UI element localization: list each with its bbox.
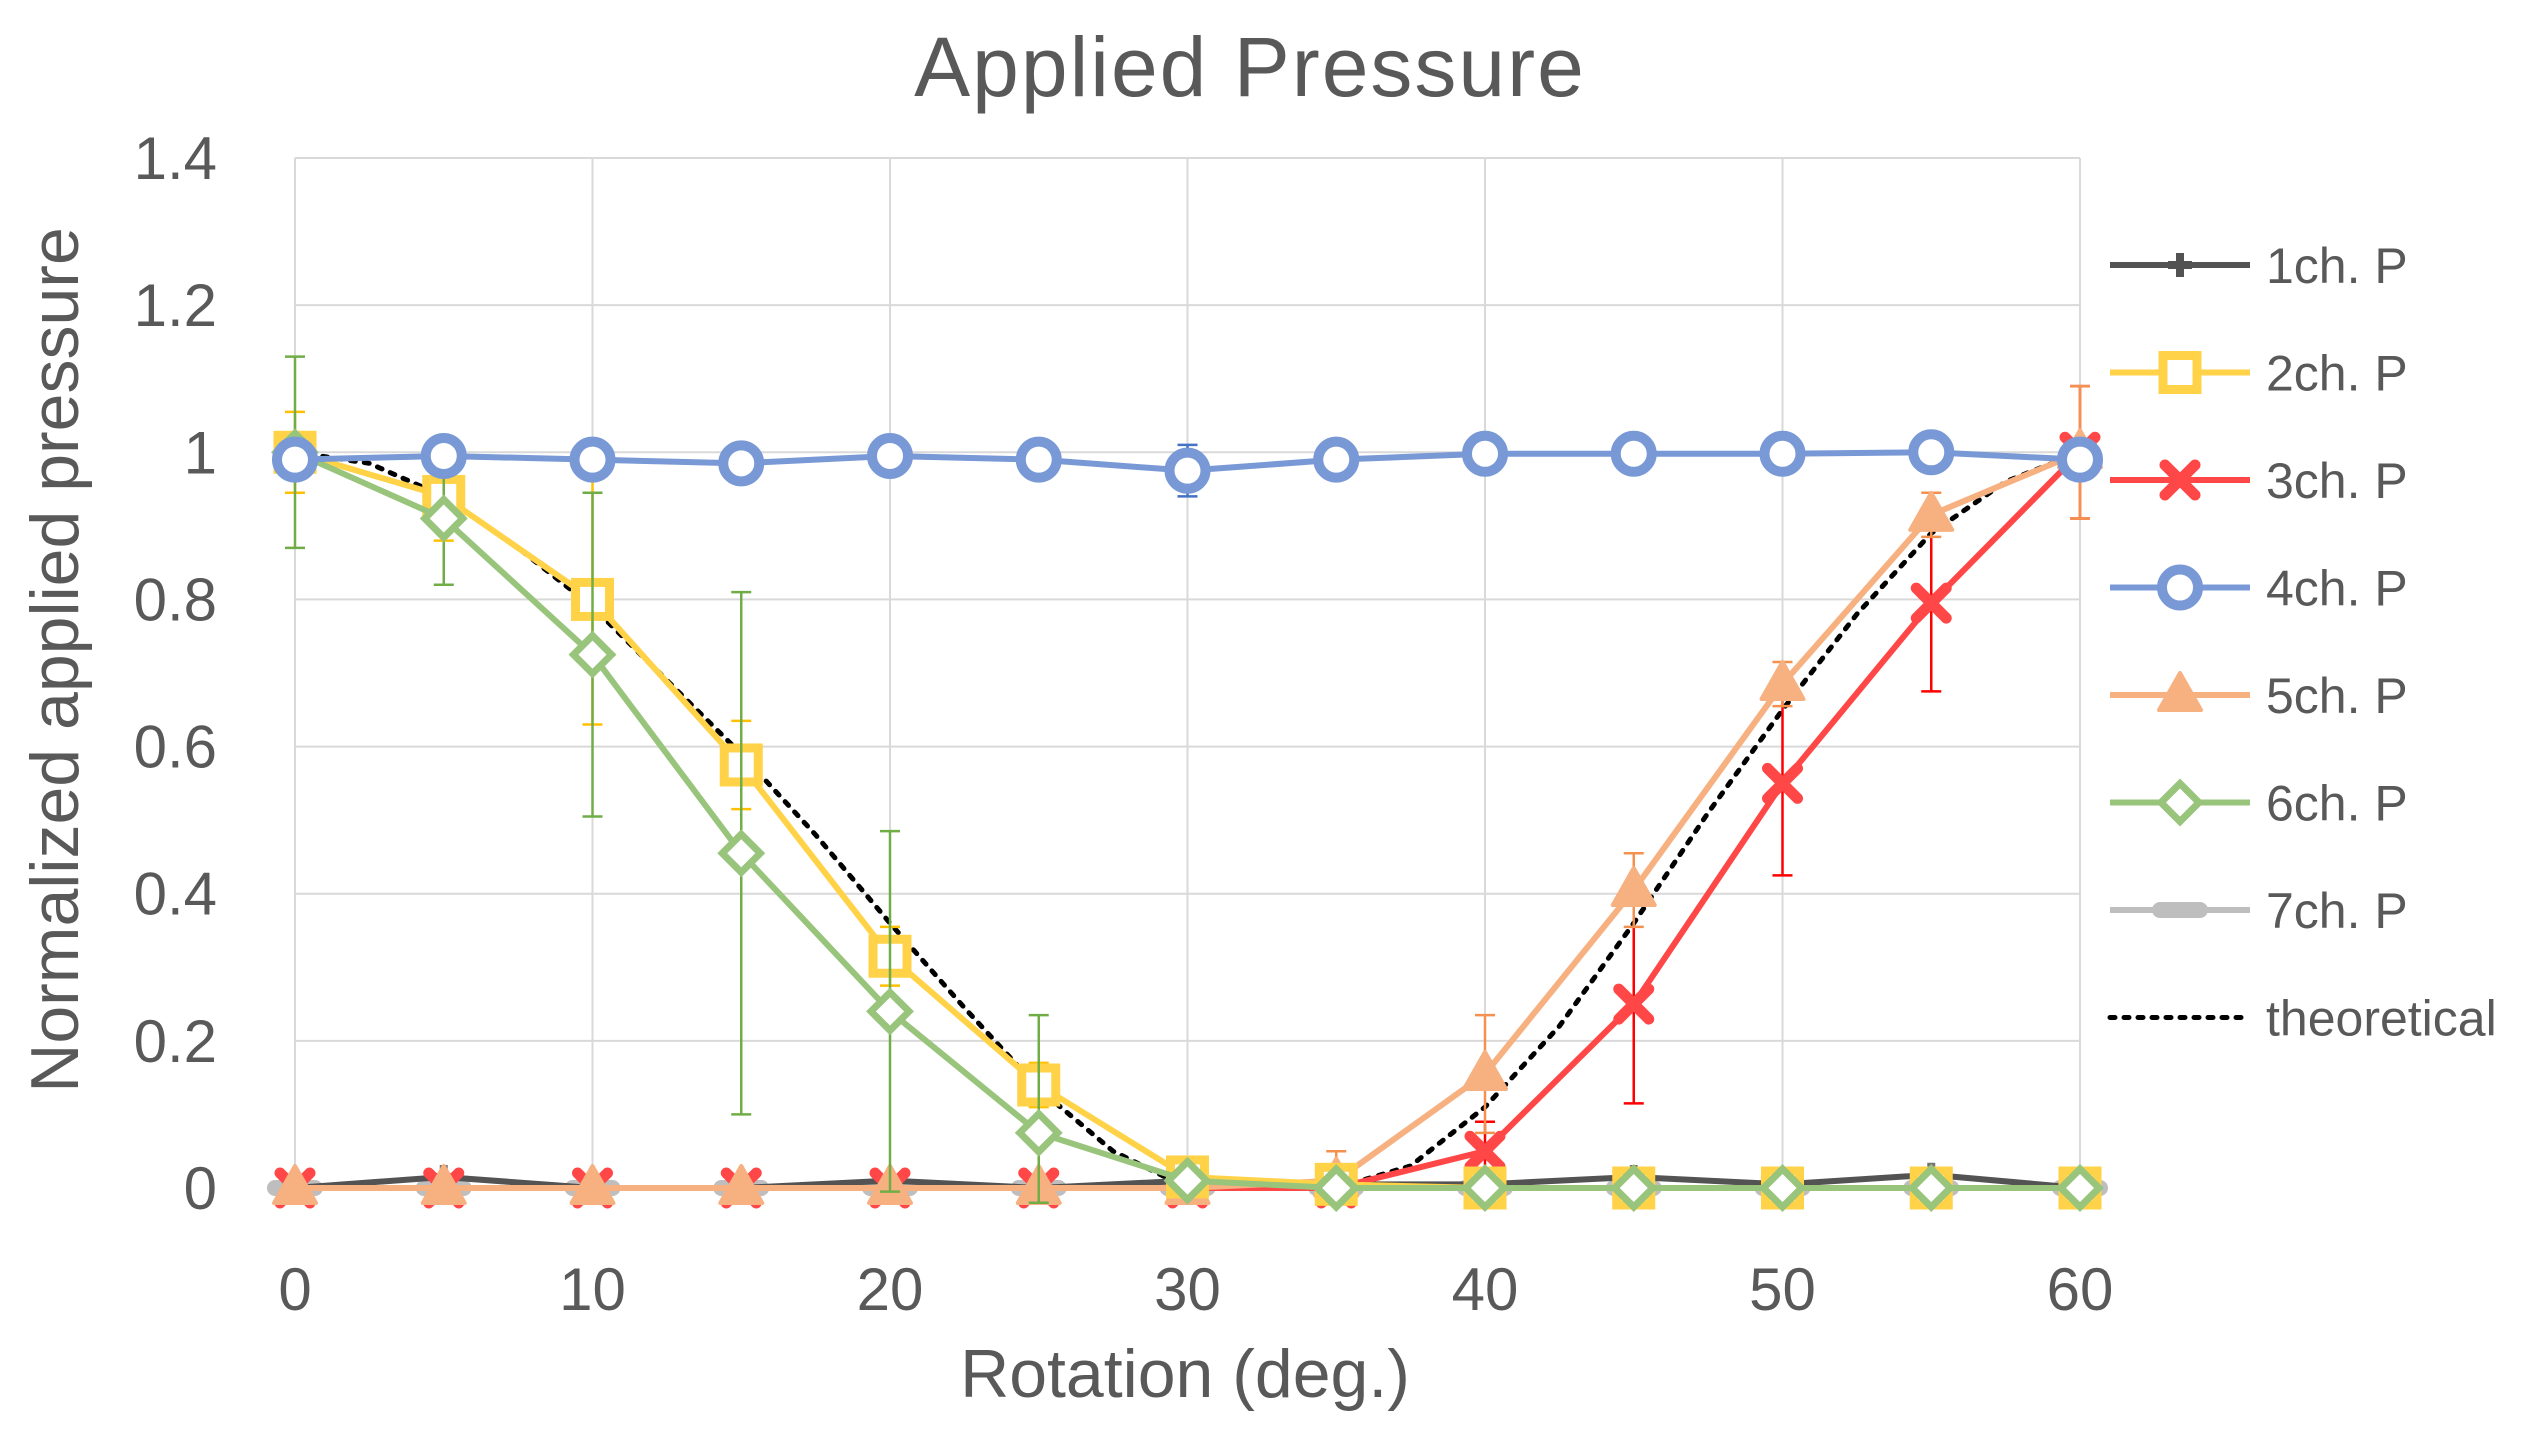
data-point-4ch-p bbox=[1015, 436, 1062, 483]
data-point-6ch-p bbox=[866, 987, 914, 1036]
legend-label-theoretical: theoretical bbox=[2266, 991, 2497, 1047]
data-point-5ch-p bbox=[1462, 1049, 1508, 1091]
legend-label-6ch-p: 6ch. P bbox=[2266, 776, 2408, 832]
data-series bbox=[267, 355, 2108, 1212]
data-point-4ch-p bbox=[1313, 436, 1360, 483]
data-point-6ch-p bbox=[1758, 1164, 1807, 1212]
data-point-4ch-p bbox=[1164, 447, 1211, 494]
data-point-4ch-p bbox=[1610, 430, 1657, 477]
legend-entry-4ch-p: 4ch. P bbox=[2110, 561, 2408, 617]
legend-entry-2ch-p: 2ch. P bbox=[2110, 346, 2408, 402]
data-point-6ch-p bbox=[1907, 1164, 1956, 1212]
x-tick-label: 20 bbox=[857, 1256, 924, 1323]
data-point-4ch-p bbox=[569, 436, 616, 483]
data-point-4ch-p bbox=[867, 432, 913, 479]
data-point-5ch-p bbox=[1759, 660, 1806, 702]
legend-label-2ch-p: 2ch. P bbox=[2266, 346, 2408, 402]
legend-entry-3ch-p: 3ch. P bbox=[2110, 453, 2408, 509]
legend-label-5ch-p: 5ch. P bbox=[2266, 668, 2408, 724]
y-tick-label: 1 bbox=[184, 419, 217, 486]
legend-label-3ch-p: 3ch. P bbox=[2266, 453, 2408, 509]
data-point-3ch-p bbox=[1762, 762, 1803, 804]
y-tick-label: 0.2 bbox=[134, 1008, 217, 1075]
data-point-6ch-p bbox=[2056, 1164, 2104, 1212]
data-point-6ch-p bbox=[717, 829, 766, 878]
legend-marker-1ch-p bbox=[2168, 253, 2192, 277]
legend-marker-2ch-p bbox=[2158, 351, 2202, 394]
chart-title: Applied Pressure bbox=[914, 20, 1586, 114]
legend-label-1ch-p: 1ch. P bbox=[2266, 238, 2408, 294]
data-point-6ch-p bbox=[1312, 1164, 1361, 1212]
data-point-4ch-p bbox=[1908, 429, 1955, 476]
x-tick-label: 40 bbox=[1452, 1256, 1519, 1323]
data-point-5ch-p bbox=[272, 1164, 318, 1205]
y-tick-label: 1.4 bbox=[134, 125, 217, 192]
x-tick-label: 30 bbox=[1154, 1256, 1221, 1323]
legend-label-4ch-p: 4ch. P bbox=[2266, 561, 2408, 617]
legend-entry-7ch-p: 7ch. P bbox=[2110, 883, 2408, 939]
data-point-6ch-p bbox=[1163, 1156, 1212, 1205]
x-tick-label: 60 bbox=[2047, 1256, 2114, 1323]
legend-marker-5ch-p bbox=[2157, 671, 2203, 712]
legend-marker-3ch-p bbox=[2159, 459, 2201, 501]
data-point-4ch-p bbox=[2057, 436, 2103, 483]
data-point-5ch-p bbox=[569, 1164, 616, 1205]
data-point-5ch-p bbox=[1610, 866, 1657, 908]
y-tick-label: 1.2 bbox=[134, 272, 217, 339]
data-point-6ch-p bbox=[1461, 1164, 1509, 1212]
y-tick-label: 0.8 bbox=[134, 566, 217, 633]
data-point-4ch-p bbox=[420, 432, 467, 479]
legend-label-7ch-p: 7ch. P bbox=[2266, 883, 2408, 939]
data-point-4ch-p bbox=[1462, 430, 1508, 477]
legend-entry-theoretical: theoretical bbox=[2107, 991, 2497, 1047]
x-axis-label: Rotation (deg.) bbox=[960, 1336, 1410, 1412]
data-point-4ch-p bbox=[1759, 430, 1806, 477]
x-tick-label: 10 bbox=[559, 1256, 626, 1323]
x-tick-label: 50 bbox=[1749, 1256, 1816, 1323]
legend-marker-6ch-p bbox=[2156, 778, 2204, 827]
data-point-3ch-p bbox=[1464, 1130, 1506, 1172]
data-point-5ch-p bbox=[718, 1164, 765, 1205]
series-6ch-p bbox=[271, 355, 2104, 1212]
data-point-6ch-p bbox=[1609, 1164, 1658, 1212]
data-point-5ch-p bbox=[1908, 490, 1955, 532]
series-4ch-p bbox=[272, 429, 2103, 498]
y-axis-label: Normalized applied pressure bbox=[17, 227, 93, 1093]
data-point-6ch-p bbox=[1014, 1108, 1063, 1157]
tick-labels: 0 0.2 0.4 0.6 0.8 1 1.2 1.4 0 10 20 30 40 50 60 bbox=[134, 125, 2114, 1323]
y-tick-label: 0.4 bbox=[134, 861, 217, 928]
data-point-4ch-p bbox=[718, 440, 765, 487]
y-tick-label: 0 bbox=[184, 1155, 217, 1222]
data-point-5ch-p bbox=[420, 1164, 467, 1205]
data-point-6ch-p bbox=[568, 630, 617, 679]
data-point-3ch-p bbox=[1910, 582, 1952, 624]
legend-marker-4ch-p bbox=[2157, 564, 2203, 611]
data-point-3ch-p bbox=[1613, 983, 1655, 1025]
y-tick-label: 0.6 bbox=[134, 714, 217, 781]
legend-entry-5ch-p: 5ch. P bbox=[2110, 668, 2408, 724]
legend: 1ch. P 2ch. P 3ch. P 4ch. P 5ch. P 6ch. P 7ch.… bbox=[2107, 238, 2497, 1047]
data-point-6ch-p bbox=[419, 494, 468, 543]
x-tick-label: 0 bbox=[278, 1256, 311, 1323]
legend-entry-6ch-p: 6ch. P bbox=[2110, 776, 2408, 832]
data-point-4ch-p bbox=[272, 436, 318, 483]
legend-entry-1ch-p: 1ch. P bbox=[2110, 238, 2408, 294]
